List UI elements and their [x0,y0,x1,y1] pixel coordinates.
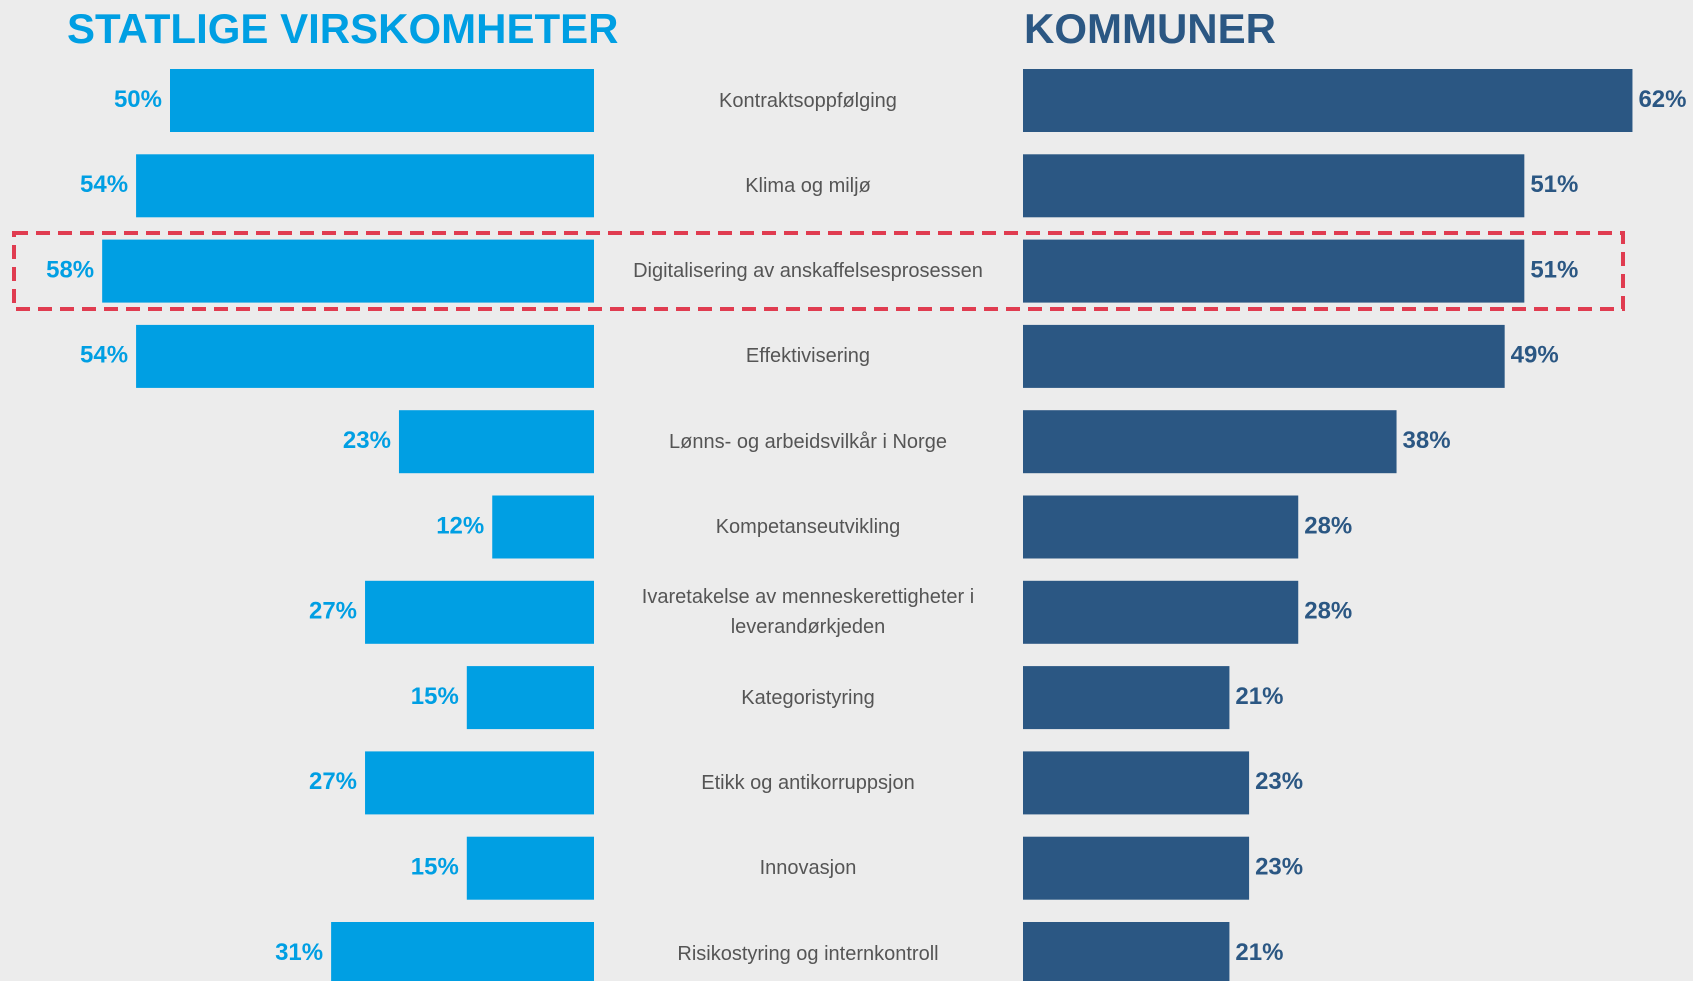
right-bar [1023,410,1397,474]
left-bar [136,154,594,218]
right-bar [1023,751,1250,815]
right-value-label: 21% [1235,683,1283,710]
right-bar [1023,580,1299,644]
right-value-label: 51% [1530,256,1578,283]
left-value-label: 12% [436,512,484,539]
right-value-label: 21% [1235,939,1283,966]
right-bar [1023,69,1633,132]
left-value-label: 31% [275,939,323,966]
left-bar [398,410,594,474]
left-value-label: 23% [343,427,391,454]
right-bar [1023,154,1525,218]
category-label: Ivaretakelse av menneskerettigheter i le… [641,586,975,639]
right-bar [1023,239,1525,303]
right-title: KOMMUNER [1024,5,1276,52]
left-bar [365,751,594,815]
left-bar [492,495,594,559]
category-label: Effektivisering [745,345,871,368]
category-label: Klima og miljø [745,174,871,197]
left-bar [102,239,594,303]
right-value-label: 23% [1255,854,1303,881]
right-value-label: 38% [1403,427,1451,454]
category-label: Etikk og antikorruppsjon [701,771,915,794]
right-value-label: 51% [1530,171,1578,198]
left-bar [365,580,594,644]
right-bar [1023,495,1299,559]
category-label: Lønns- og arbeidsvilkår i Norge [669,430,947,453]
right-bar [1023,922,1230,981]
category-label: Kategoristyring [741,686,875,709]
left-value-label: 27% [309,598,357,625]
left-title: STATLIGE VIRSKOMHETER [67,5,618,52]
category-label: Kontraktsoppfølging [719,89,897,112]
highlight-box [12,231,1625,311]
category-label: Digitalisering av anskaffelsesprosessen [633,260,983,283]
left-value-label: 54% [80,342,128,369]
left-bar [331,922,594,981]
category-label: Kompetanseutvikling [715,516,901,538]
right-value-label: 28% [1304,598,1352,625]
right-value-label: 62% [1638,86,1686,113]
left-value-label: 50% [114,86,162,113]
left-bar [170,69,594,132]
left-value-label: 15% [411,854,459,881]
left-value-label: 15% [411,683,459,710]
right-bar [1023,666,1230,730]
left-bar [466,836,594,900]
right-value-label: 49% [1511,342,1559,369]
category-label: Risikostyring og internkontroll [677,942,939,965]
left-value-label: 54% [80,171,128,198]
right-value-label: 23% [1255,768,1303,795]
right-bar [1023,324,1505,388]
left-value-label: 58% [46,256,94,283]
category-label: Innovasjon [759,857,857,880]
right-value-label: 28% [1304,512,1352,539]
left-value-label: 27% [309,768,357,795]
right-bar [1023,836,1250,900]
left-bar [466,666,594,730]
left-bar [136,324,594,388]
